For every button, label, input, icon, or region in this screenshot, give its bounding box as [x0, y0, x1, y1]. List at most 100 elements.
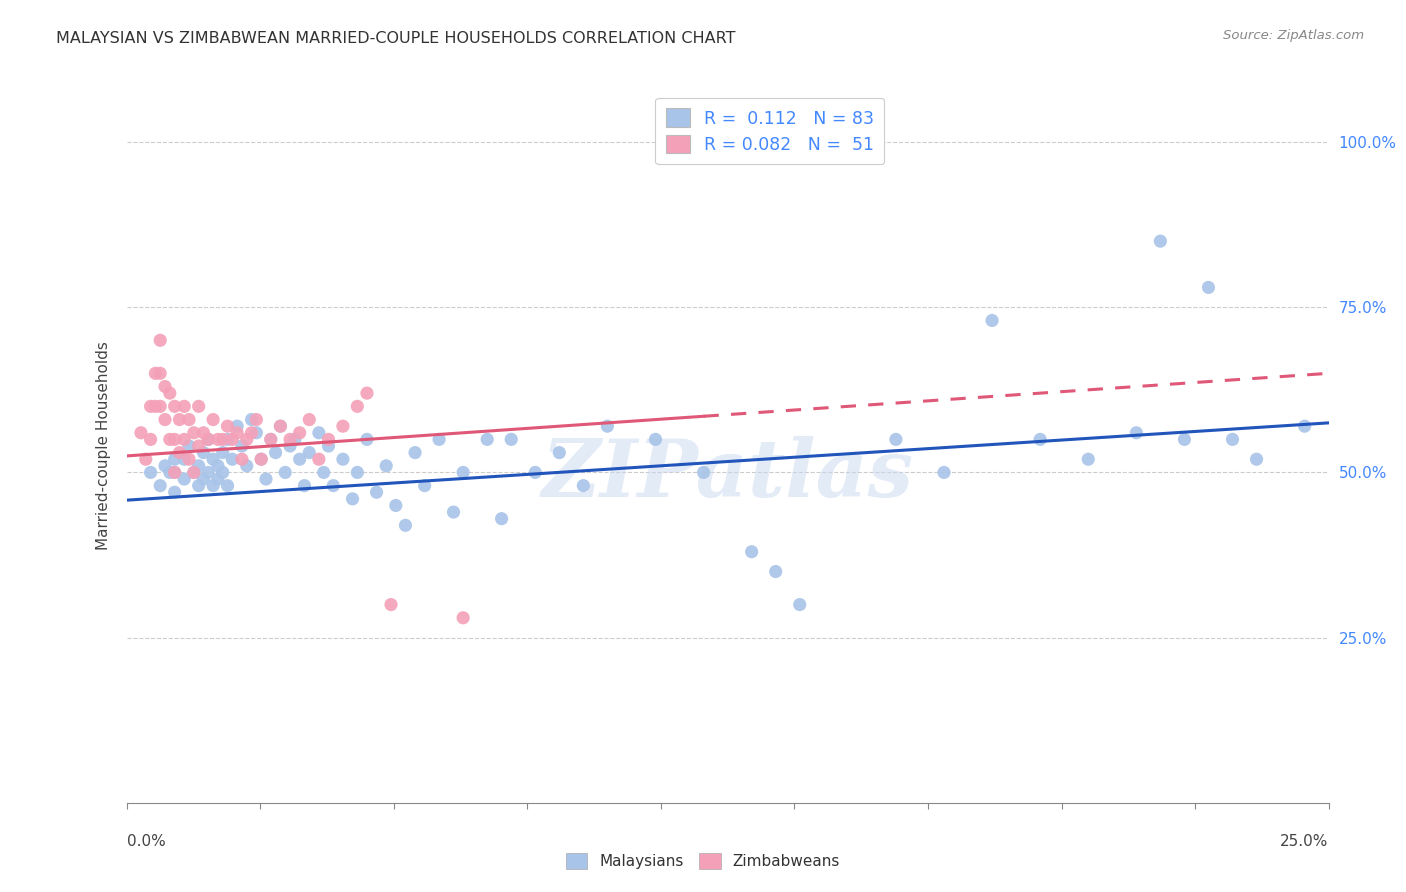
Point: [149, 367, 172, 381]
Point: [298, 412, 321, 426]
Point: [163, 452, 186, 467]
Point: [548, 445, 571, 459]
Point: [308, 452, 330, 467]
Point: [145, 400, 167, 414]
Point: [207, 433, 229, 447]
Point: [380, 598, 402, 612]
Point: [226, 419, 249, 434]
Point: [1246, 452, 1268, 467]
Point: [153, 458, 176, 473]
Point: [197, 466, 219, 480]
Point: [375, 458, 398, 473]
Point: [260, 433, 283, 447]
Point: [491, 511, 513, 525]
Point: [149, 333, 172, 347]
Point: [342, 491, 364, 506]
Point: [211, 466, 233, 480]
Point: [318, 433, 340, 447]
Point: [1149, 234, 1171, 248]
Point: [221, 433, 243, 447]
Point: [231, 452, 253, 467]
Point: [1077, 452, 1099, 467]
Point: [183, 466, 205, 480]
Point: [451, 611, 474, 625]
Point: [427, 433, 450, 447]
Point: [250, 452, 273, 467]
Point: [193, 445, 215, 459]
Point: [217, 478, 239, 492]
Point: [173, 400, 195, 414]
Point: [250, 452, 273, 467]
Legend: Malaysians, Zimbabweans: Malaysians, Zimbabweans: [560, 847, 846, 875]
Point: [269, 419, 291, 434]
Text: Source: ZipAtlas.com: Source: ZipAtlas.com: [1223, 29, 1364, 42]
Point: [288, 452, 311, 467]
Point: [169, 445, 191, 459]
Point: [153, 412, 176, 426]
Point: [193, 425, 215, 440]
Point: [139, 433, 162, 447]
Point: [183, 466, 205, 480]
Point: [217, 419, 239, 434]
Point: [692, 466, 714, 480]
Point: [1029, 433, 1052, 447]
Point: [572, 478, 595, 492]
Point: [765, 565, 787, 579]
Point: [197, 433, 219, 447]
Point: [187, 458, 209, 473]
Point: [135, 452, 157, 467]
Y-axis label: Married-couple Households: Married-couple Households: [96, 342, 111, 550]
Point: [254, 472, 277, 486]
Point: [211, 433, 233, 447]
Point: [413, 478, 436, 492]
Point: [177, 412, 200, 426]
Point: [346, 466, 368, 480]
Point: [264, 445, 287, 459]
Point: [235, 433, 259, 447]
Point: [173, 452, 195, 467]
Point: [596, 419, 619, 434]
Point: [322, 478, 344, 492]
Point: [332, 452, 354, 467]
Point: [356, 386, 378, 401]
Text: MALAYSIAN VS ZIMBABWEAN MARRIED-COUPLE HOUSEHOLDS CORRELATION CHART: MALAYSIAN VS ZIMBABWEAN MARRIED-COUPLE H…: [56, 31, 735, 46]
Point: [294, 478, 316, 492]
Point: [139, 400, 162, 414]
Point: [129, 425, 152, 440]
Point: [741, 545, 763, 559]
Point: [308, 425, 330, 440]
Point: [202, 478, 225, 492]
Point: [169, 412, 191, 426]
Point: [1197, 280, 1219, 294]
Point: [245, 425, 267, 440]
Point: [278, 439, 301, 453]
Point: [177, 452, 200, 467]
Point: [240, 412, 263, 426]
Point: [163, 433, 186, 447]
Point: [385, 499, 408, 513]
Point: [197, 433, 219, 447]
Point: [475, 433, 498, 447]
Point: [149, 478, 172, 492]
Point: [221, 452, 243, 467]
Point: [207, 458, 229, 473]
Point: [163, 466, 186, 480]
Point: [240, 425, 263, 440]
Point: [501, 433, 523, 447]
Point: [183, 425, 205, 440]
Point: [366, 485, 388, 500]
Point: [149, 400, 172, 414]
Point: [217, 433, 239, 447]
Point: [153, 379, 176, 393]
Point: [451, 466, 474, 480]
Point: [159, 386, 181, 401]
Point: [159, 433, 181, 447]
Point: [187, 400, 209, 414]
Point: [139, 466, 162, 480]
Point: [298, 445, 321, 459]
Text: ZIPatlas: ZIPatlas: [541, 436, 914, 513]
Point: [163, 485, 186, 500]
Point: [394, 518, 416, 533]
Point: [145, 367, 167, 381]
Point: [332, 419, 354, 434]
